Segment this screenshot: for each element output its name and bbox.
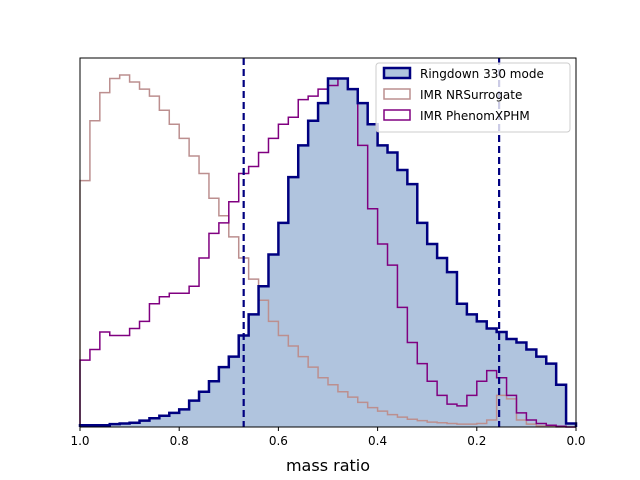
legend-swatch-2 <box>383 109 411 121</box>
series-fill-0 <box>80 78 576 428</box>
x-axis-label: mass ratio <box>286 456 370 475</box>
x-tick-label: 0.8 <box>170 434 189 448</box>
series-fills <box>80 78 576 428</box>
x-axis-ticks: 1.0 0.8 0.6 0.4 0.2 0.0 <box>70 427 586 448</box>
legend: Ringdown 330 mode IMR NRSurrogate IMR Phen… <box>375 62 571 133</box>
legend-swatch-0 <box>382 66 412 80</box>
legend-label-0: Ringdown 330 mode <box>420 67 544 81</box>
series-lines <box>78 74 578 428</box>
series-line-1 <box>79 74 576 428</box>
series-line-0 <box>78 77 578 427</box>
x-tick-label: 0.0 <box>566 434 585 448</box>
legend-label-1: IMR NRSurrogate <box>420 88 522 102</box>
plot-frame <box>79 57 577 428</box>
legend-swatch-1 <box>383 88 411 100</box>
x-tick-label: 1.0 <box>70 434 89 448</box>
x-tick-label: 0.4 <box>368 434 387 448</box>
legend-label-2: IMR PhenomXPHM <box>420 109 530 123</box>
x-tick-label: 0.2 <box>467 434 486 448</box>
x-tick-label: 0.6 <box>269 434 288 448</box>
legend-box <box>375 62 571 133</box>
